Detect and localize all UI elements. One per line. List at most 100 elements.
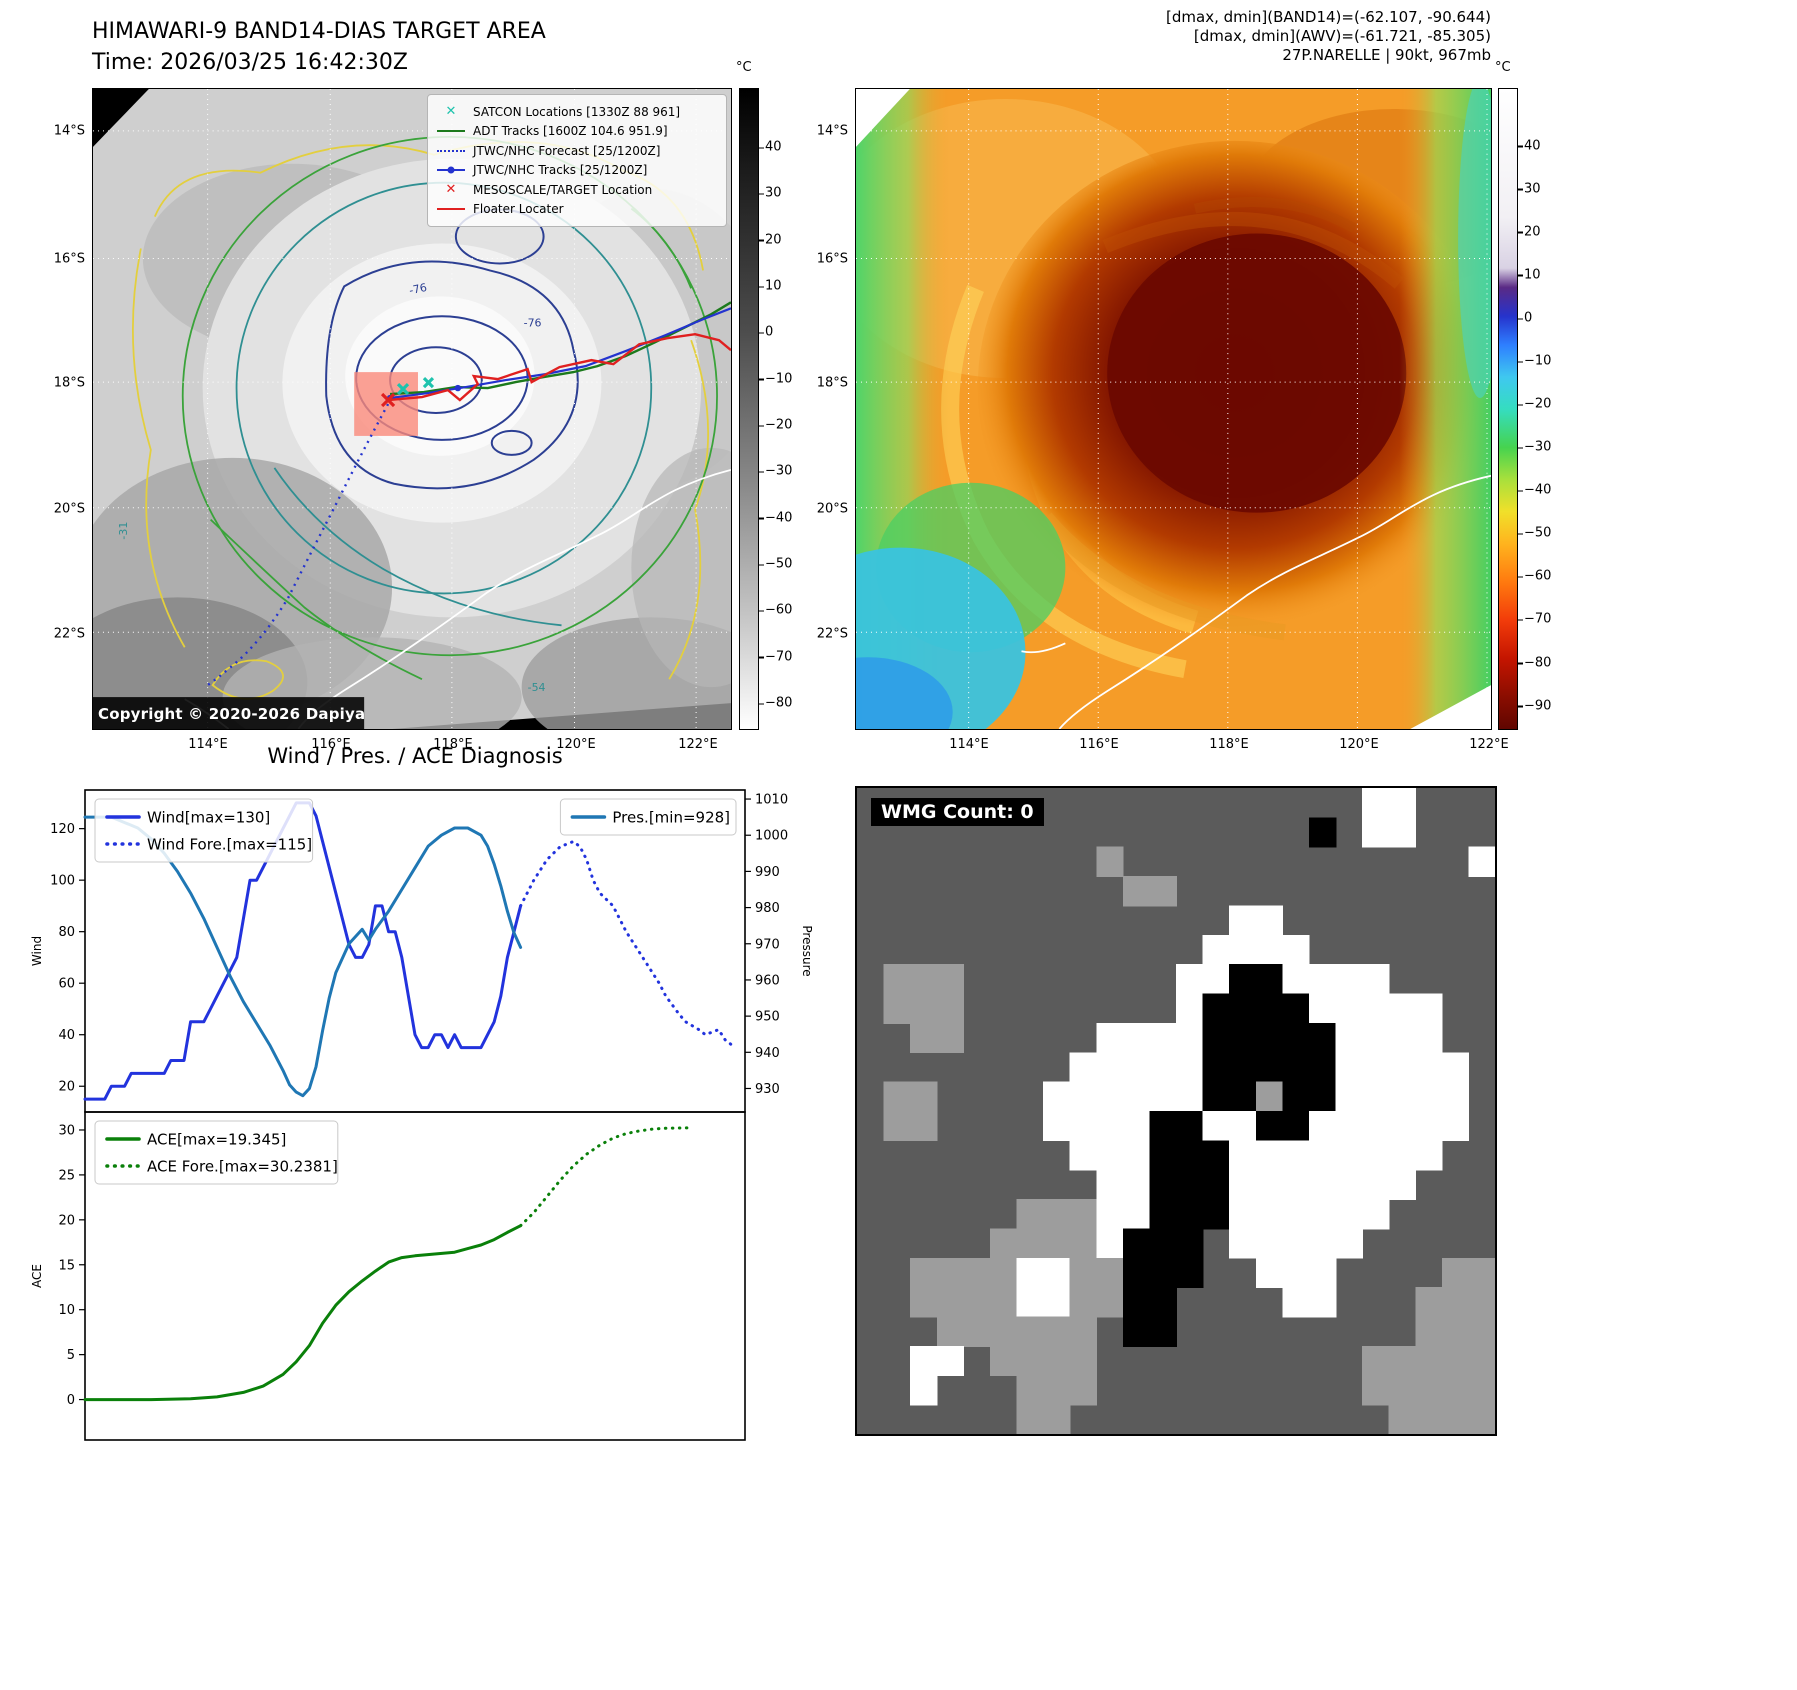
- legend-label: Wind Fore.[max=115]: [147, 836, 312, 854]
- series-Wind Fore.[max=115]: [519, 840, 734, 1047]
- lon-tick-label: 120°E: [1339, 737, 1379, 752]
- lon-tick-label: 114°E: [949, 737, 989, 752]
- legend-label: Floater Locater: [473, 202, 564, 217]
- y2-tick-label: 990: [755, 865, 780, 880]
- legend-row: ✕ SATCON Locations [1330Z 88 961]: [436, 102, 718, 122]
- legend-row: ✕ MESOSCALE/TARGET Location: [436, 180, 718, 200]
- line-marker-icon: [436, 141, 466, 161]
- lat-tick-label: 20°S: [816, 501, 848, 517]
- colorbar-tick-label: −30: [758, 463, 793, 479]
- colorbar-tick-label: −30: [1517, 439, 1552, 455]
- y-axis-label: ACE: [30, 1264, 44, 1288]
- lon-tick-label: 116°E: [1079, 737, 1119, 752]
- contour-label: -76: [408, 281, 428, 297]
- chart: 20 40 60 80 100 120 Wind 930 940 950 960 970 980 990 1…: [30, 789, 814, 1113]
- y-tick-label: 80: [58, 925, 75, 940]
- colorbar-tick-label: −10: [758, 371, 793, 387]
- colorbar-unit-label: °C: [1495, 60, 1511, 75]
- colorbar-tick-label: −10: [1517, 353, 1552, 369]
- band14-title-line1: HIMAWARI-9 BAND14-DIAS TARGET AREA: [92, 19, 546, 44]
- lon-tick-label: 118°E: [1209, 737, 1249, 752]
- contour-label: -54: [528, 681, 546, 694]
- colorbar-tick-label: −20: [758, 417, 793, 433]
- colorbar-unit-label: °C: [736, 60, 752, 75]
- legend-label: Wind[max=130]: [147, 809, 270, 827]
- storm-name-intensity: 27P.NARELLE | 90kt, 967mb: [1282, 46, 1491, 64]
- colorbar-tick-label: 10: [1518, 267, 1541, 283]
- y-tick-label: 20: [58, 1080, 75, 1095]
- copyright-text: Copyright © 2020-2026 Dapiya: [98, 705, 366, 723]
- lon-tick-label: 114°E: [188, 737, 228, 752]
- series-Pres.[min=928]: [83, 815, 523, 1098]
- colorbar-tick-label: 0: [758, 324, 774, 340]
- colorbar-tick-label: −80: [1517, 655, 1552, 671]
- legend-label: ACE[max=19.345]: [147, 1131, 286, 1149]
- series-Wind[max=130]: [83, 801, 523, 1101]
- lon-tick-label: 116°E: [311, 737, 351, 752]
- storm-tracks: [203, 301, 731, 689]
- y-tick-label: 5: [67, 1348, 75, 1363]
- y-tick-label: 20: [58, 1213, 75, 1228]
- chart-legend: [559, 798, 737, 836]
- legend-label: SATCON Locations [1330Z 88 961]: [473, 104, 681, 119]
- lat-tick-label: 22°S: [53, 626, 85, 642]
- diagnosis-title: Wind / Pres. / ACE Diagnosis: [267, 744, 563, 768]
- colorbar-tick-label: −50: [758, 556, 793, 572]
- colorbar-tick-label: 0: [1517, 310, 1533, 326]
- legend-label: ACE Fore.[max=30.2381]: [147, 1158, 338, 1176]
- colorbar-tick-label: −90: [1517, 698, 1552, 714]
- lat-tick-label: 14°S: [53, 123, 85, 139]
- y2-tick-label: 970: [755, 937, 780, 952]
- wmg-bitmap: [857, 788, 1495, 1434]
- colorbar-tick-label: −60: [758, 602, 793, 618]
- legend-label: MESOSCALE/TARGET Location: [473, 182, 653, 197]
- lat-tick-label: 14°S: [816, 123, 848, 139]
- colorbar-tick-label: −80: [758, 695, 793, 711]
- lon-tick-label: 120°E: [556, 737, 596, 752]
- y2-tick-label: 1000: [755, 829, 788, 844]
- y2-tick-label: 930: [755, 1082, 780, 1097]
- legend-label: JTWC/NHC Tracks [25/1200Z]: [473, 163, 648, 178]
- y2-tick-label: 980: [755, 901, 780, 916]
- colorbar-tick-label: 40: [1518, 138, 1541, 154]
- y2-tick-label: 1010: [755, 793, 788, 808]
- dmax-dmin-awv: [dmax, dmin](AWV)=(-61.721, -85.305): [1193, 27, 1491, 45]
- lat-tick-label: 16°S: [816, 251, 848, 267]
- graticule-grid: [856, 89, 1491, 729]
- series-ACE Fore.[max=30.2381]: [519, 1126, 694, 1228]
- colorbar-tick-label: −70: [1517, 611, 1552, 627]
- legend-row: JTWC/NHC Tracks [25/1200Z]: [436, 161, 718, 181]
- line-marker-icon: [436, 200, 466, 220]
- colorbar-tick-label: 10: [759, 278, 782, 294]
- wmg-panel: WMG Count: 0: [855, 786, 1497, 1436]
- coastline: [1021, 474, 1491, 729]
- lat-tick-label: 16°S: [53, 251, 85, 267]
- chart: 0 5 10 15 20 25 30 ACE ACE[max=19.345] ACE Fore.[…: [30, 1111, 746, 1441]
- y-tick-label: 15: [58, 1258, 75, 1273]
- y2-tick-label: 940: [755, 1046, 780, 1061]
- lon-tick-label: 122°E: [1469, 737, 1509, 752]
- map-legend: ✕ SATCON Locations [1330Z 88 961] ADT Trac…: [427, 94, 727, 227]
- colorbar-tick-label: −70: [758, 649, 793, 665]
- line-marker-icon: [436, 161, 466, 181]
- dot-marker-icon: [447, 166, 455, 174]
- colorbar-tick-label: 30: [1518, 181, 1541, 197]
- x-marker-icon: ✕: [445, 104, 457, 120]
- y2-axis-label: Pressure: [800, 925, 814, 976]
- band14-map: -76 -76 -54 -31: [54, 88, 732, 752]
- storm-info-header: [dmax, dmin](BAND14)=(-62.107, -90.644) …: [900, 8, 1491, 65]
- legend-label: ADT Tracks [1600Z 104.6 951.9]: [473, 124, 668, 139]
- legend-row: JTWC/NHC Forecast [25/1200Z]: [436, 141, 718, 161]
- diagnosis-charts: 20406080100120Wind9309409509609709809901…: [30, 789, 814, 1441]
- plot-border: [84, 1111, 746, 1441]
- lat-tick-label: 18°S: [816, 375, 848, 391]
- y-tick-label: 30: [58, 1123, 75, 1138]
- wmg-count-label: WMG Count: 0: [871, 798, 1044, 826]
- band14-colorbar: °C 40 30 20 10 0 −10 −20 −30 −40 −50 −60 −70 −80: [736, 60, 792, 730]
- lat-tick-label: 22°S: [816, 626, 848, 642]
- x-marker-icon: ✕: [445, 182, 457, 198]
- dmax-dmin-band14: [dmax, dmin](BAND14)=(-62.107, -90.644): [1166, 8, 1491, 26]
- y2-tick-label: 960: [755, 973, 780, 988]
- y-tick-label: 100: [50, 874, 75, 889]
- colorbar-tick-label: 20: [759, 232, 782, 248]
